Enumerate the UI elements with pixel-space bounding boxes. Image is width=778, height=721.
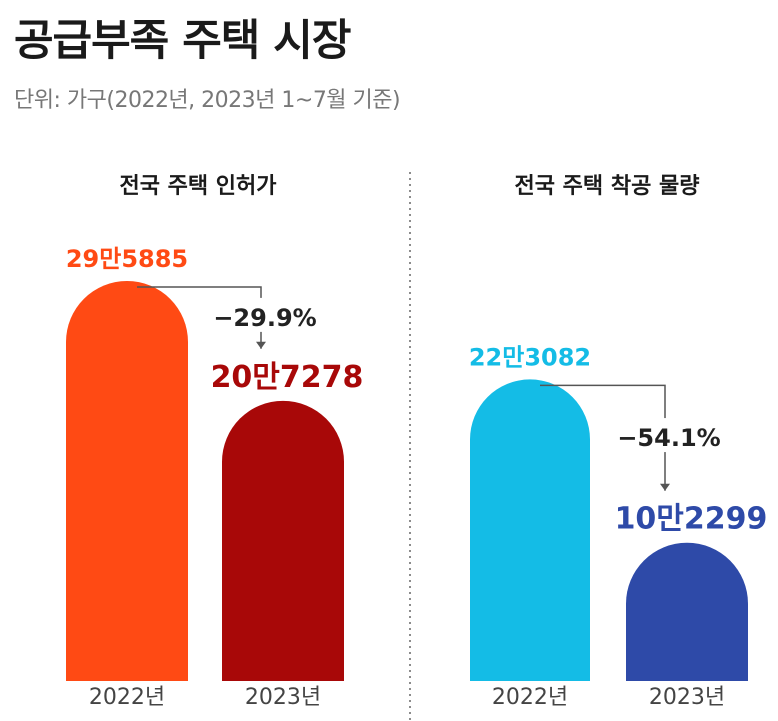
arrow-head-icon <box>660 483 670 491</box>
arrow-head-icon <box>256 341 266 349</box>
change-label: −29.9% <box>213 304 316 332</box>
x-tick-label: 2022년 <box>89 685 165 710</box>
data-label: 29만5885 <box>66 245 188 273</box>
panel-title: 전국 주택 착공 물량 <box>515 174 700 199</box>
bar <box>66 281 188 681</box>
change-label-bg <box>610 418 730 453</box>
bar <box>626 542 748 681</box>
x-tick-label: 2022년 <box>492 685 568 710</box>
x-tick-label: 2023년 <box>245 685 321 710</box>
bar <box>470 379 590 681</box>
change-label-bg <box>206 297 326 332</box>
change-label: −54.1% <box>617 424 720 452</box>
unit-note: 단위: 가구(2022년, 2023년 1~7월 기준) <box>14 88 401 113</box>
x-tick-label: 2023년 <box>649 685 725 710</box>
panel-title: 전국 주택 인허가 <box>120 174 277 199</box>
data-label: 22만3082 <box>469 343 591 371</box>
data-label: 20만7278 <box>211 360 364 395</box>
change-connector <box>540 384 666 491</box>
chart-title: 공급부족 주택 시장 <box>14 16 351 66</box>
data-label: 10만2299 <box>615 502 768 537</box>
bar <box>222 400 344 681</box>
